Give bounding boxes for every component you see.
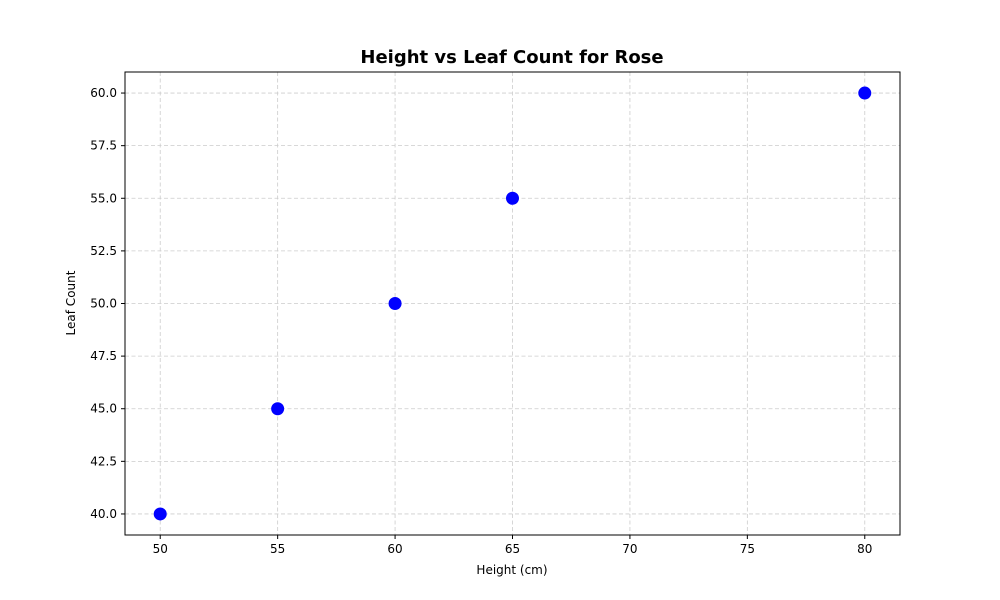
y-tick-label: 40.0 bbox=[90, 507, 117, 521]
x-tick-label: 60 bbox=[387, 542, 402, 556]
y-tick-label: 42.5 bbox=[90, 454, 117, 468]
data-point bbox=[388, 297, 402, 310]
x-tick-label: 50 bbox=[153, 542, 168, 556]
x-tick-label: 70 bbox=[622, 542, 637, 556]
y-tick-label: 60.0 bbox=[90, 86, 117, 100]
data-point bbox=[506, 191, 519, 205]
ticks: 50 55 60 65 70 75 80 40.0 42.5 45.0 47.5 50.0 52.5 55… bbox=[90, 86, 872, 556]
x-tick-label: 80 bbox=[857, 542, 872, 556]
y-tick-label: 55.0 bbox=[90, 191, 117, 205]
y-tick-label: 52.5 bbox=[90, 244, 117, 258]
x-tick-label: 55 bbox=[270, 542, 285, 556]
x-tick-label: 75 bbox=[740, 542, 755, 556]
y-axis-label: Leaf Count bbox=[64, 270, 78, 335]
y-tick-label: 45.0 bbox=[90, 402, 117, 416]
data-point bbox=[271, 402, 285, 416]
y-tick-label: 57.5 bbox=[90, 139, 117, 153]
y-tick-label: 47.5 bbox=[90, 349, 117, 363]
x-tick-label: 65 bbox=[505, 542, 520, 556]
data-points bbox=[153, 86, 872, 521]
data-point bbox=[858, 86, 872, 100]
chart-title: Height vs Leaf Count for Rose bbox=[360, 47, 663, 68]
grid-lines bbox=[125, 72, 900, 535]
x-axis-label: Height (cm) bbox=[476, 563, 547, 577]
data-point bbox=[153, 507, 167, 521]
y-tick-label: 50.0 bbox=[90, 297, 117, 311]
